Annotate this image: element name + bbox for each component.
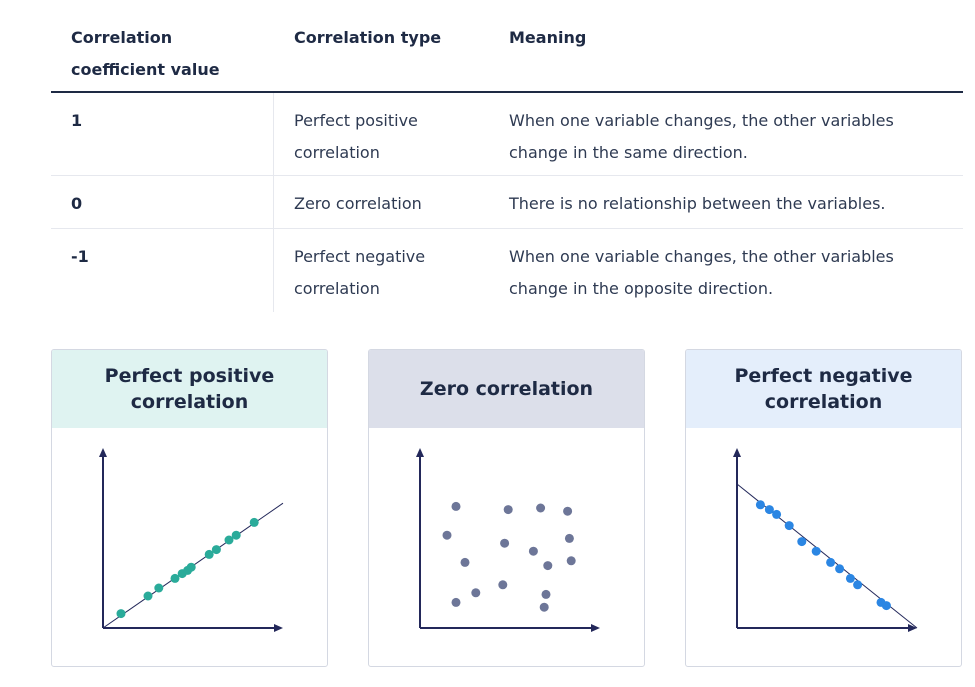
- scatter-point: [784, 521, 794, 531]
- scatter-point: [249, 517, 259, 527]
- zero-scatter-plot: [416, 448, 600, 632]
- row-meaning: There is no relationship between the var…: [509, 194, 886, 213]
- scatter-point: [224, 535, 234, 545]
- column-divider: [273, 176, 274, 228]
- scatter-point: [845, 573, 855, 583]
- positive-correlation-card: Perfect positive correlation: [51, 349, 328, 667]
- scatter-point: [566, 556, 576, 566]
- scatter-point: [460, 557, 470, 567]
- scatter-point: [563, 506, 573, 516]
- scatter-point: [143, 591, 153, 601]
- scatter-point: [797, 537, 807, 547]
- scatter-point: [541, 589, 551, 599]
- row-correlation-type: Perfect positive correlation: [294, 111, 418, 162]
- scatter-point: [116, 609, 126, 619]
- scatter-point: [536, 503, 546, 513]
- row-coefficient-value: 0: [71, 194, 83, 213]
- scatter-point: [186, 562, 196, 572]
- card-header: Zero correlation: [369, 350, 644, 428]
- row-meaning: When one variable changes, the other var…: [509, 247, 894, 298]
- table-header-row: Correlation coefficient value Correlatio…: [51, 10, 963, 93]
- row-correlation-type: Zero correlation: [294, 194, 422, 213]
- scatter-point: [204, 549, 214, 559]
- negative-scatter-plot: [733, 448, 918, 632]
- table-row: 1 Perfect positive correlation When one …: [51, 93, 963, 176]
- card-header: Perfect positive correlation: [52, 350, 327, 428]
- scatter-point: [170, 573, 180, 583]
- x-axis-arrow-icon: [274, 624, 283, 632]
- header-meaning: Meaning: [509, 28, 587, 47]
- scatter-point: [498, 580, 508, 590]
- scatter-point: [564, 533, 574, 543]
- scatter-point: [811, 546, 821, 556]
- zero-correlation-card: Zero correlation: [368, 349, 645, 667]
- card-header: Perfect negative correlation: [686, 350, 961, 428]
- column-divider: [273, 93, 274, 175]
- row-coefficient-value: 1: [71, 111, 83, 130]
- x-axis-arrow-icon: [908, 624, 917, 632]
- table-row: -1 Perfect negative correlation When one…: [51, 229, 963, 312]
- scatter-point: [503, 505, 513, 515]
- scatter-point: [451, 597, 461, 607]
- positive-scatter-plot: [99, 448, 284, 632]
- scatter-point: [471, 588, 481, 598]
- scatter-point: [539, 602, 549, 612]
- header-correlation-type: Correlation type: [294, 28, 442, 47]
- scatter-point: [211, 545, 221, 555]
- card-title: Perfect negative correlation: [734, 365, 913, 413]
- table-row: 0 Zero correlation There is no relations…: [51, 176, 963, 229]
- scatter-point: [826, 557, 836, 567]
- scatter-point: [764, 505, 774, 515]
- scatter-point: [543, 561, 553, 571]
- scatter-point: [500, 538, 510, 548]
- card-title: Perfect positive correlation: [104, 365, 275, 413]
- correlation-table: Correlation coefficient value Correlatio…: [51, 10, 963, 312]
- scatter-point: [442, 530, 452, 540]
- y-axis-arrow-icon: [99, 448, 107, 457]
- x-axis-arrow-icon: [591, 624, 600, 632]
- card-title: Zero correlation: [419, 378, 594, 400]
- y-axis-arrow-icon: [733, 448, 741, 457]
- y-axis-arrow-icon: [416, 448, 424, 457]
- scatter-point: [853, 580, 863, 590]
- negative-correlation-card: Perfect negative correlation: [685, 349, 962, 667]
- row-meaning: When one variable changes, the other var…: [509, 111, 894, 162]
- scatter-point: [772, 509, 782, 519]
- scatter-point: [451, 501, 461, 511]
- header-coefficient-value: Correlation coefficient value: [71, 28, 220, 79]
- row-correlation-type: Perfect negative correlation: [294, 247, 426, 298]
- row-coefficient-value: -1: [71, 247, 89, 266]
- scatter-point: [154, 583, 164, 593]
- scatter-point: [835, 564, 845, 574]
- scatter-point: [231, 530, 241, 540]
- scatter-point: [528, 546, 538, 556]
- scatter-point: [755, 500, 765, 510]
- column-divider: [273, 229, 274, 312]
- scatter-point: [881, 601, 891, 611]
